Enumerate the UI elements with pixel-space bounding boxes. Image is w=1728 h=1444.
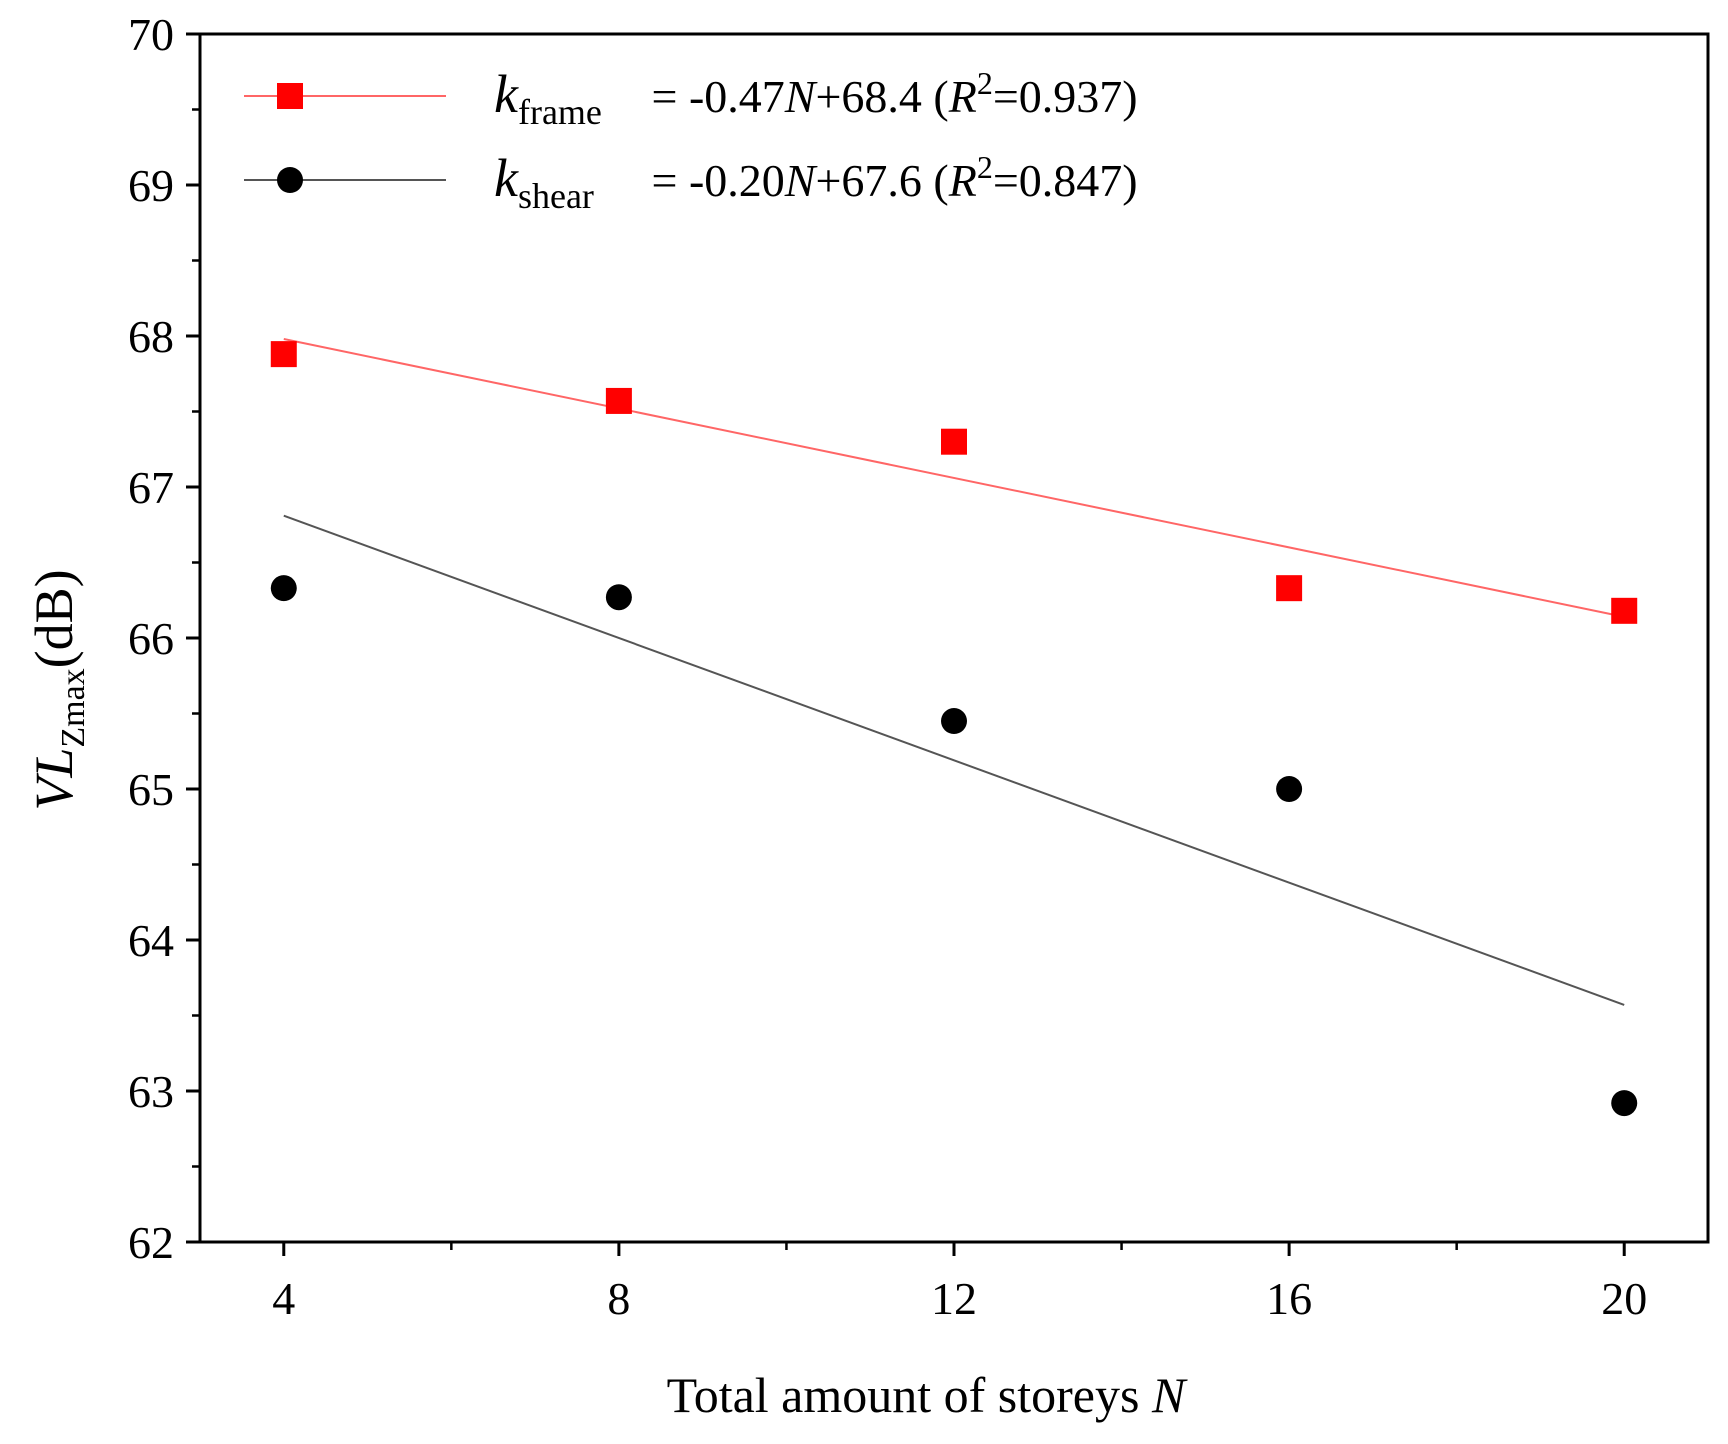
point-kshear — [941, 708, 967, 735]
data-points — [270, 341, 1638, 1117]
legend-label-kshear: kshear = -0.20N+67.6 (R2=0.847) — [494, 148, 1138, 216]
point-kshear — [270, 575, 297, 602]
x-tick-label: 4 — [272, 1273, 295, 1324]
y-tick-label: 63 — [128, 1066, 174, 1117]
x-axis-ticks: 4 8 12 16 20 — [272, 1242, 1647, 1324]
y-tick-label: 69 — [128, 160, 174, 211]
y-tick-label: 65 — [128, 764, 174, 815]
x-tick-label: 8 — [607, 1273, 630, 1324]
legend-label-kframe: kframe = -0.47N+68.4 (R2=0.937) — [494, 64, 1138, 132]
legend-marker-kshear — [277, 167, 303, 193]
fit-line-kshear — [283, 514, 1625, 1006]
plot-border — [198, 32, 1710, 1244]
y-tick-label: 68 — [128, 311, 174, 362]
y-tick-label: 64 — [128, 915, 174, 966]
point-kframe — [941, 428, 967, 455]
x-tick-label: 20 — [1601, 1273, 1647, 1324]
plot-frame — [198, 32, 1710, 1244]
point-kframe — [270, 341, 297, 368]
point-kframe — [1611, 597, 1638, 624]
point-kshear — [1276, 776, 1303, 802]
point-kshear — [605, 584, 632, 611]
y-tick-label: 62 — [128, 1217, 174, 1268]
point-kframe — [605, 387, 632, 414]
point-kframe — [1276, 575, 1303, 602]
point-kshear — [1611, 1090, 1638, 1117]
y-tick-label: 67 — [128, 462, 174, 513]
x-axis-title: Total amount of storeys N — [667, 1367, 1188, 1423]
y-axis-ticks: 62 63 64 65 66 67 68 69 70 — [128, 9, 200, 1268]
legend-marker-kframe — [277, 83, 303, 109]
fit-line-kframe — [283, 338, 1625, 618]
y-tick-label: 70 — [128, 9, 174, 60]
y-axis-title: VLZmax(dB) — [24, 569, 92, 810]
x-tick-label: 16 — [1266, 1273, 1312, 1324]
y-tick-label: 66 — [128, 613, 174, 664]
fit-lines — [283, 338, 1625, 1006]
legend: kframe = -0.47N+68.4 (R2=0.937) kshear = … — [244, 64, 1138, 216]
x-tick-label: 12 — [931, 1273, 977, 1324]
